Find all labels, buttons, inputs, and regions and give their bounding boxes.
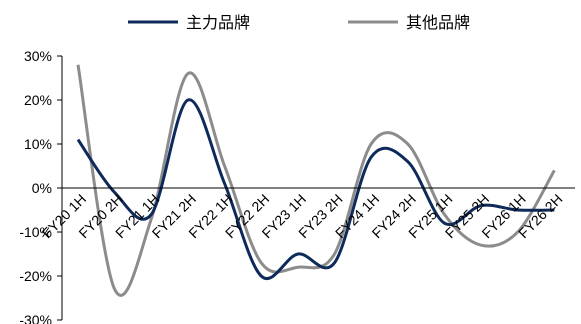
y-tick-label: 30% — [24, 48, 52, 64]
y-tick-label: 10% — [24, 136, 52, 152]
y-tick-label: 20% — [24, 92, 52, 108]
series-line-other-brands — [76, 64, 556, 297]
y-tick-label: -30% — [19, 312, 52, 324]
series-layer — [76, 64, 556, 297]
series-line-main-brand — [76, 98, 555, 281]
legend: 主力品牌 其他品牌 — [128, 13, 470, 32]
legend-label-other-brands: 其他品牌 — [406, 13, 470, 32]
y-tick-label: 0% — [32, 180, 52, 196]
y-axis: 30% 20% 10% 0% -10% -20% -30% — [19, 48, 63, 324]
y-tick-label: -20% — [19, 268, 52, 284]
y-tick-label: -10% — [19, 224, 52, 240]
legend-label-main-brand: 主力品牌 — [186, 13, 250, 32]
